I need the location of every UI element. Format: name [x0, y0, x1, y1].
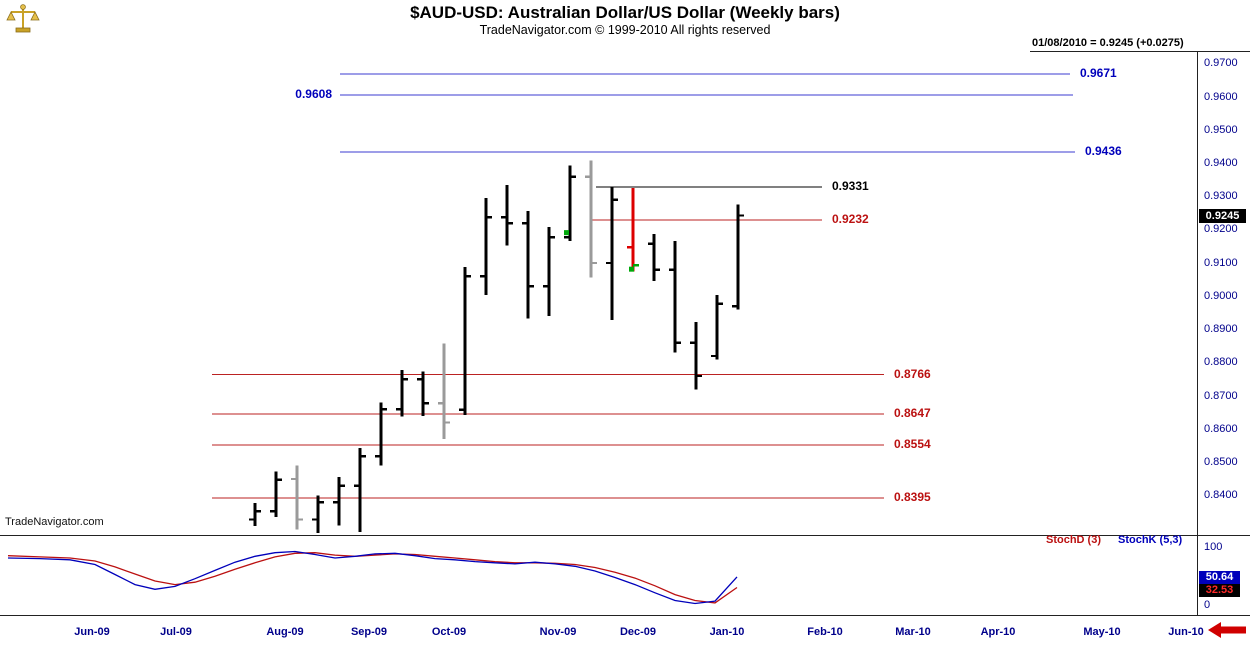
scroll-left-button[interactable] — [1206, 620, 1248, 645]
tradenavigator-logo-icon — [6, 3, 40, 40]
axis-divider — [1197, 52, 1198, 615]
page-subtitle: TradeNavigator.com © 1999-2010 All right… — [479, 23, 771, 37]
signal-marker-0 — [564, 230, 569, 236]
panel-divider — [0, 535, 1250, 536]
bottom-divider — [0, 615, 1250, 616]
stochk-value-badge: 50.64 — [1199, 571, 1240, 584]
stoch-legend-k: StochK (5,3) — [1118, 534, 1183, 546]
stoch-line-StochD — [7, 552, 738, 604]
stoch-axis-tick-0: 0 — [1204, 599, 1211, 611]
signal-marker-1 — [629, 266, 634, 272]
left-arrow-icon — [1208, 622, 1246, 638]
stochd-value-badge: 32.53 — [1199, 584, 1240, 597]
quote-underline-divider — [1030, 51, 1250, 52]
quote-annotation: 01/08/2010 = 0.9245 (+0.0275) — [1032, 37, 1184, 49]
stoch-legend-d: StochD (3) — [1046, 534, 1101, 546]
page-title: $AUD-USD: Australian Dollar/US Dollar (W… — [410, 3, 840, 22]
stoch-axis-tick-100: 100 — [1204, 541, 1223, 553]
stoch-line-StochK — [7, 550, 738, 605]
last-price-badge: 0.9245 — [1199, 209, 1246, 223]
watermark-text: TradeNavigator.com — [5, 516, 104, 528]
